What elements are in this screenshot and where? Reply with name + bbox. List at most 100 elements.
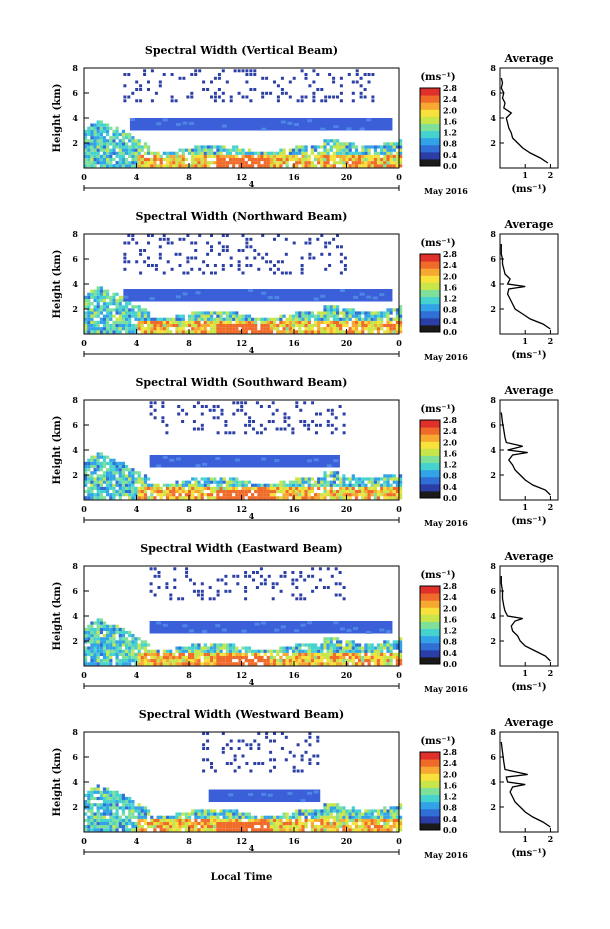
heatmap-cell — [93, 486, 97, 490]
heatmap-cell — [96, 480, 100, 484]
heatmap-cell — [348, 493, 352, 497]
heatmap-cell — [125, 646, 129, 650]
speckle-cell — [181, 420, 185, 423]
heatmap-cell — [351, 806, 355, 810]
heatmap-cell — [276, 323, 280, 328]
heatmap-cell — [304, 161, 308, 165]
speckle-cell — [127, 73, 131, 76]
heatmap-cell — [115, 308, 119, 312]
heatmap-cell — [90, 132, 94, 137]
speckle-cell — [359, 91, 363, 95]
heatmap-cell — [395, 825, 399, 829]
heatmap-cell — [266, 655, 270, 660]
heatmap-cell — [112, 295, 116, 299]
heatmap-cell — [206, 314, 211, 318]
colorbar-label: (ms⁻¹) — [420, 736, 455, 747]
heatmap-cell — [153, 154, 157, 158]
heatmap-cell — [106, 796, 110, 801]
heatmap-cell — [314, 323, 318, 328]
heatmap-cell — [115, 818, 119, 822]
heatmap-cell — [257, 486, 261, 490]
heatmap-cell — [222, 154, 226, 158]
heatmap-cell — [279, 314, 283, 318]
speckle-cell — [147, 256, 150, 260]
heatmap-cells — [84, 732, 403, 832]
cloud-layer-cell — [195, 464, 201, 468]
heatmap-cell — [320, 812, 324, 816]
speckle-cell — [245, 743, 249, 747]
heatmap-cell — [121, 314, 125, 318]
heatmap-cell — [87, 793, 91, 797]
heatmap-cell — [238, 330, 242, 334]
heatmap-cell — [99, 812, 103, 816]
heatmap-cell — [102, 458, 107, 462]
speckle-cell — [190, 256, 194, 260]
speckle-cell — [292, 241, 296, 245]
heatmap-cell — [128, 474, 132, 478]
heatmap-cell — [307, 486, 311, 490]
heatmap-cell — [358, 825, 362, 829]
heatmap-cell — [288, 483, 292, 487]
heatmap-cell — [395, 486, 399, 490]
heatmap-cell — [184, 496, 188, 500]
heatmap-cell — [96, 123, 100, 127]
heatmap-cell — [247, 646, 251, 650]
heatmap-cell — [304, 311, 308, 315]
heatmap-cell — [128, 803, 132, 807]
heatmap-cell — [96, 323, 100, 328]
heatmap-cell — [147, 327, 151, 331]
average-profile-line — [500, 412, 551, 496]
heatmap-cell — [345, 151, 349, 155]
heatmap-cell — [288, 151, 292, 155]
heatmap-cell — [364, 646, 368, 650]
heatmap-cell — [134, 821, 138, 826]
heatmap-cell — [172, 655, 176, 660]
heatmap-cell — [90, 145, 94, 149]
speckle-cell — [123, 267, 127, 271]
heatmap-cell — [228, 496, 233, 500]
heatmap-cell — [191, 821, 195, 826]
heatmap-cell — [348, 652, 352, 656]
speckle-cell — [221, 750, 225, 754]
heatmap-cell — [291, 151, 296, 155]
heatmap-cell — [93, 818, 97, 822]
heatmap-cell — [358, 483, 362, 487]
heatmap-cell — [131, 643, 135, 647]
heatmap-cell — [225, 311, 229, 315]
heatmap-cell — [121, 327, 125, 331]
heatmap-cell — [389, 142, 393, 146]
heatmap-cell — [247, 317, 251, 321]
heatmap-cell — [121, 311, 125, 315]
heatmap-cell — [84, 164, 88, 168]
heatmap-cell — [314, 812, 318, 816]
heatmap-cell — [210, 477, 214, 481]
heatmap-cell — [99, 161, 103, 165]
heatmap-cell — [165, 496, 170, 500]
heatmap-cell — [96, 637, 100, 641]
heatmap-cell — [128, 812, 132, 816]
heatmap-cell — [238, 818, 242, 822]
heatmap-cell — [125, 157, 129, 162]
heatmap-cell — [210, 161, 214, 165]
heatmap-cell — [257, 818, 261, 822]
heatmap-cell — [342, 474, 346, 478]
heatmap-cell — [244, 489, 248, 494]
speckle-cell — [216, 593, 220, 597]
heatmap-cell — [194, 643, 198, 647]
heatmap-cell — [84, 793, 88, 797]
heatmap-cell — [216, 480, 220, 484]
colorbar-segment — [420, 261, 440, 269]
heatmap-cell — [147, 314, 151, 318]
heatmap-cell — [241, 662, 245, 666]
heatmap-cell — [90, 489, 94, 494]
heatmap-cell — [102, 148, 107, 152]
heatmap-cell — [276, 327, 280, 331]
speckle-cell — [255, 431, 259, 435]
heatmap-cell — [112, 132, 116, 137]
heatmap-cell — [392, 818, 396, 822]
heatmap-cell — [106, 825, 110, 829]
heatmap-cell — [106, 142, 110, 146]
heatmap-cell — [200, 649, 204, 653]
heatmap-cell — [276, 496, 280, 500]
speckle-cell — [347, 73, 351, 76]
